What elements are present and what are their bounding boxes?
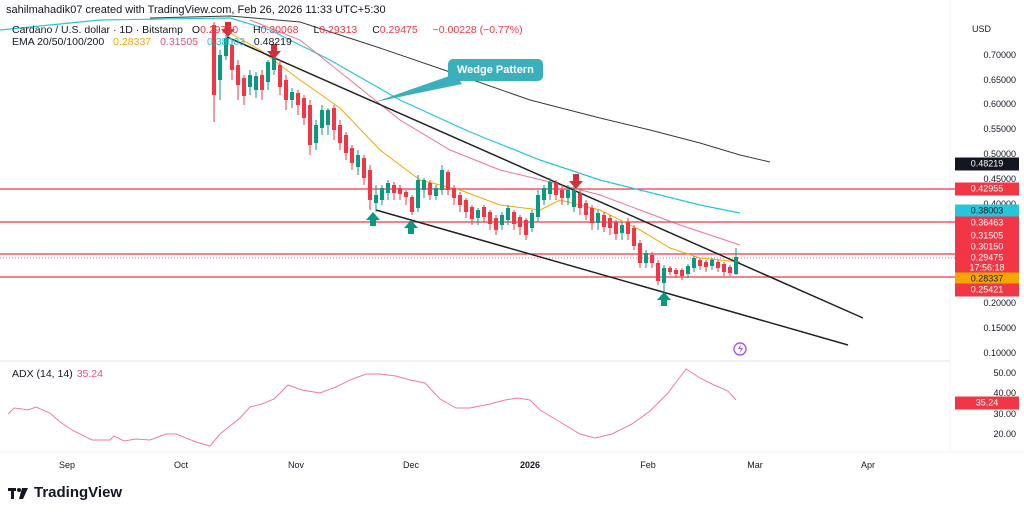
symbol-legend: Cardano / U.S. dollar · 1D · Bitstamp O0…	[12, 24, 523, 36]
price-tick: 0.50000	[983, 149, 1016, 159]
support-price-tag: 0.25421	[955, 283, 1019, 297]
ema100-price-tag: 0.38003	[955, 204, 1019, 218]
price-tick: 0.20000	[983, 298, 1016, 308]
ema200-price-tag: 0.48219	[955, 157, 1019, 171]
adx-label[interactable]: ADX (14, 14)	[12, 368, 73, 380]
time-tick: Sep	[58, 460, 76, 470]
price-tick: 0.60000	[983, 99, 1016, 109]
adx-tick: 30.00	[993, 409, 1016, 419]
candlesticks	[212, 22, 738, 292]
price-tick: 0.55000	[983, 124, 1016, 134]
price-tick: 0.45000	[983, 174, 1016, 184]
wedge-lower-trendline[interactable]	[375, 209, 849, 346]
adx-tick: 40.00	[993, 388, 1016, 398]
sell-arrow-icons	[221, 22, 583, 189]
time-tick: Apr	[860, 460, 876, 470]
low-value: 0.29313	[319, 24, 358, 36]
resistance-price-tag: 0.30150	[955, 240, 1019, 254]
ema200-value: 0.48219	[253, 36, 292, 48]
time-tick: Dec	[402, 460, 420, 470]
resistance-price-tag: 0.42955	[955, 182, 1019, 196]
price-tick: 0.40000	[956, 199, 1016, 209]
ema100-value: 0.38003	[206, 36, 245, 48]
wedge-pattern-callout[interactable]: Wedge Pattern	[448, 59, 543, 81]
wedge-upper-trendline[interactable]	[226, 36, 864, 319]
adx-tick: 20.00	[993, 429, 1016, 439]
tradingview-logo-icon	[8, 487, 28, 499]
close-value: 0.29475	[379, 24, 418, 36]
last-price-tag: 0.29475	[955, 251, 1019, 265]
adx-tick: 50.00	[993, 368, 1016, 378]
open-value: 0.29730	[200, 24, 239, 36]
time-tick: Feb	[640, 460, 656, 470]
ema200-line	[149, 15, 771, 163]
ema50-line	[249, 19, 741, 246]
symbol-name[interactable]: Cardano / U.S. dollar · 1D · Bitstamp	[12, 24, 183, 36]
adx-legend: ADX (14, 14) 35.24	[12, 368, 103, 380]
ema50-value: 0.31505	[160, 36, 199, 48]
adx-line	[7, 368, 737, 447]
ema-legend: EMA 20/50/100/200 0.28337 0.31505 0.3800…	[12, 36, 298, 48]
buy-arrow-icons	[366, 212, 671, 306]
countdown-tag: 17:56:18	[955, 261, 1019, 275]
resistance-price-tag: 0.36463	[955, 216, 1019, 230]
tradingview-logo[interactable]: TradingView	[8, 484, 122, 501]
ema100-line	[0, 17, 741, 214]
currency-label[interactable]: USD	[972, 24, 992, 34]
time-tick: Oct	[173, 460, 189, 470]
high-value: 0.30068	[260, 24, 299, 36]
ema20-line	[224, 29, 741, 263]
time-tick: Nov	[287, 460, 305, 470]
price-tick: 0.70000	[983, 50, 1016, 60]
callout-pointer	[375, 74, 462, 102]
price-tick: 0.15000	[983, 323, 1016, 333]
ema-label[interactable]: EMA 20/50/100/200	[12, 36, 105, 48]
price-tick: 0.10000	[983, 348, 1016, 358]
ema20-price-tag: 0.28337	[955, 272, 1019, 286]
adx-value-tag: 35.24	[955, 396, 1019, 410]
ema50-price-tag: 0.31505	[955, 229, 1019, 243]
chart-credit: sahilmahadik07 created with TradingView.…	[6, 4, 386, 16]
horizontal-levels	[0, 188, 955, 278]
lightning-icon[interactable]	[733, 342, 747, 356]
brand-name: TradingView	[34, 484, 123, 501]
time-tick: 2026	[519, 460, 541, 470]
adx-value: 35.24	[76, 368, 103, 380]
time-tick: Mar	[747, 460, 763, 470]
change-value: −0.00228 (−0.77%)	[432, 24, 523, 36]
price-tick: 0.65000	[983, 75, 1016, 85]
ema20-value: 0.28337	[113, 36, 152, 48]
